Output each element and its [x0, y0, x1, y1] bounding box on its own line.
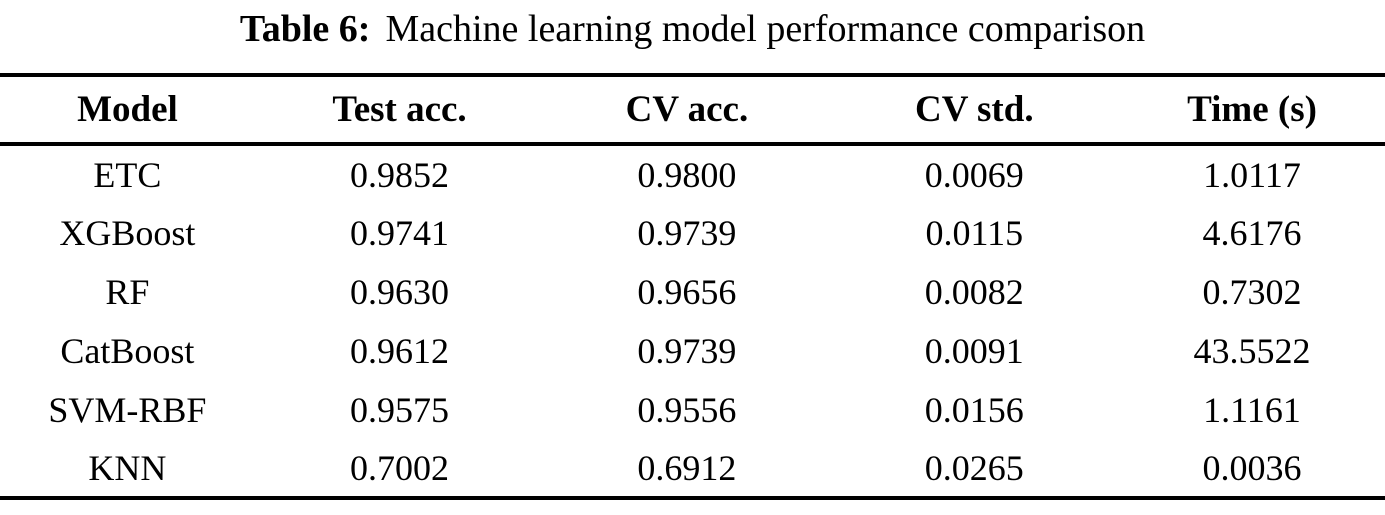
cv-std-cell: 0.0115 [925, 212, 1024, 253]
test-acc-cell: 0.9612 [350, 330, 450, 371]
cv-std-cell: 0.0091 [924, 330, 1024, 371]
cv-acc-cell: 0.9739 [637, 330, 737, 371]
test-acc-cell: 0.7002 [350, 447, 450, 488]
test-acc-cell: 0.9630 [350, 271, 450, 312]
model-cell: KNN [88, 447, 167, 488]
cv-std-cell: 0.0265 [924, 447, 1024, 488]
cv-std-cell: 0.0156 [924, 389, 1024, 430]
column-header-cv-acc: CV acc. [544, 75, 830, 146]
cv-std-cell: 0.0082 [924, 271, 1024, 312]
test-acc-cell: 0.9575 [350, 389, 450, 430]
cv-acc-cell: 0.9556 [637, 389, 737, 430]
column-header-test-acc: Test acc. [254, 75, 545, 146]
test-acc-cell: 0.9852 [350, 154, 450, 195]
table-row: KNN 0.7002 0.6912 0.0265 0.0036 [0, 439, 1385, 498]
column-header-time: Time (s) [1119, 75, 1385, 146]
table-caption-text: Machine learning model performance compa… [385, 8, 1146, 50]
cv-acc-cell: 0.9800 [637, 154, 737, 195]
table-row: RF 0.9630 0.9656 0.0082 0.7302 [0, 262, 1385, 321]
performance-table: Model Test acc. CV acc. CV std. Time (s)… [0, 73, 1385, 500]
time-cell: 1.1161 [1203, 389, 1301, 430]
table-row: XGBoost 0.9741 0.9739 0.0115 4.6176 [0, 203, 1385, 262]
time-cell: 43.5522 [1193, 330, 1311, 371]
column-header-model: Model [0, 75, 255, 146]
column-header-cv-std: CV std. [829, 75, 1120, 146]
model-cell: RF [105, 271, 150, 312]
table-row: SVM-RBF 0.9575 0.9556 0.0156 1.1161 [0, 380, 1385, 439]
header-row: Model Test acc. CV acc. CV std. Time (s) [0, 75, 1385, 146]
time-cell: 0.7302 [1202, 271, 1302, 312]
table-caption-label: Table 6: [239, 8, 371, 50]
cv-acc-cell: 0.9739 [637, 212, 737, 253]
time-cell: 0.0036 [1202, 447, 1302, 488]
table-caption: Table 6: Machine learning model performa… [0, 0, 1385, 73]
time-cell: 4.6176 [1202, 212, 1302, 253]
model-cell: SVM-RBF [48, 389, 207, 430]
table-row: CatBoost 0.9612 0.9739 0.0091 43.5522 [0, 321, 1385, 380]
test-acc-cell: 0.9741 [350, 212, 450, 253]
cv-std-cell: 0.0069 [924, 154, 1024, 195]
cv-acc-cell: 0.6912 [637, 447, 737, 488]
cv-acc-cell: 0.9656 [637, 271, 737, 312]
table-row: ETC 0.9852 0.9800 0.0069 1.0117 [0, 144, 1385, 203]
time-cell: 1.0117 [1203, 154, 1301, 195]
model-cell: XGBoost [59, 212, 196, 253]
model-cell: ETC [93, 154, 162, 195]
model-cell: CatBoost [60, 330, 195, 371]
